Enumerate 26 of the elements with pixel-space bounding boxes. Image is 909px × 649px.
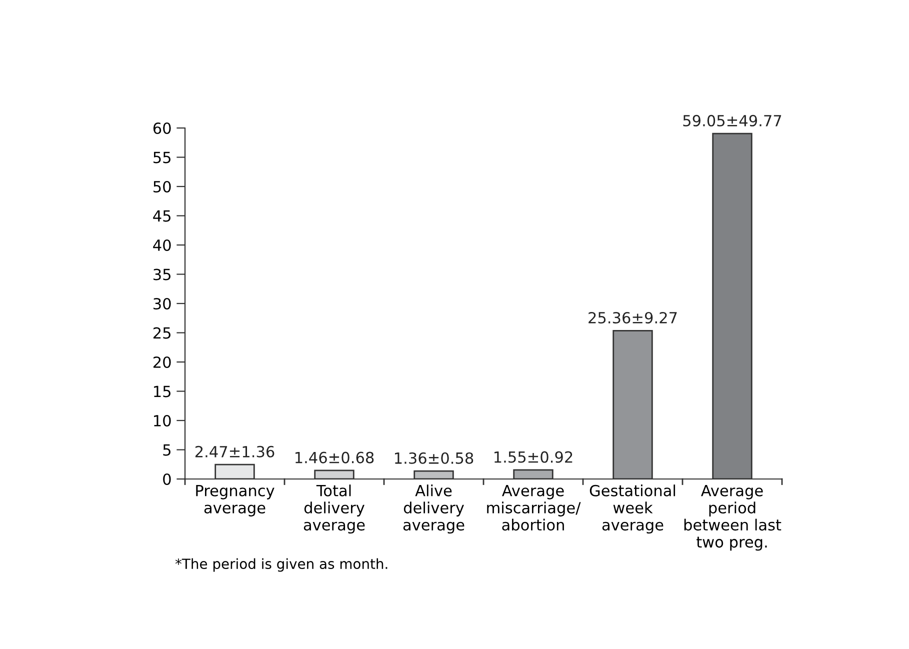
y-tick-label: 5 [163, 444, 170, 456]
data-label: 2.47±1.36 [195, 446, 274, 458]
y-tick-label: 0 [163, 473, 171, 486]
x-tick-label: Gestational week average [590, 484, 676, 534]
x-tick-label: Average miscarriage/ abortion [487, 485, 581, 531]
x-tick-label: Average period between last two preg. [684, 485, 782, 551]
y-tick-label: 40 [153, 239, 171, 252]
data-label: 1.36±0.58 [395, 452, 474, 464]
y-tick-label: 15 [154, 386, 170, 398]
y-tick-label: 10 [154, 414, 171, 427]
x-tick-label: Pregnancy average [196, 485, 274, 516]
y-tick-label: 25 [153, 327, 170, 339]
data-label: 1.55±0.92 [494, 451, 572, 463]
data-label: 1.46±0.68 [296, 452, 374, 464]
y-tick-label: 55 [154, 152, 170, 164]
y-tick-label: 50 [154, 180, 171, 193]
y-tick-label: 35 [154, 268, 170, 280]
data-label: 59.05±49.77 [683, 114, 782, 126]
y-tick-label: 45 [153, 210, 170, 222]
y-tick-label: 30 [154, 298, 171, 310]
data-label: 25.36±9.27 [588, 312, 677, 324]
y-tick-label: 20 [153, 356, 171, 368]
y-tick-label: 60 [153, 122, 171, 134]
x-tick-label: Total delivery average [304, 484, 365, 534]
text: *The period is given as month. [175, 558, 388, 572]
x-tick-label: Alive delivery average [403, 484, 464, 534]
